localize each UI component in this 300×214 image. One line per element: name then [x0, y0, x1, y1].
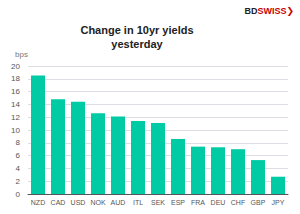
svg-text:10: 10	[11, 126, 20, 135]
svg-text:FRA: FRA	[191, 199, 205, 206]
svg-text:NOK: NOK	[90, 199, 106, 206]
svg-text:DEU: DEU	[211, 199, 226, 206]
svg-text:SWISS: SWISS	[257, 6, 286, 16]
svg-text:❯: ❯	[286, 6, 294, 17]
svg-text:Change in 10yr yields: Change in 10yr yields	[80, 24, 193, 36]
svg-text:AUD: AUD	[111, 199, 126, 206]
svg-text:CHF: CHF	[231, 199, 245, 206]
svg-text:ESP: ESP	[171, 199, 185, 206]
svg-text:0: 0	[16, 190, 21, 199]
svg-text:4: 4	[16, 164, 21, 173]
svg-text:ITL: ITL	[133, 199, 143, 206]
svg-text:6: 6	[16, 151, 21, 160]
svg-text:2: 2	[16, 177, 21, 186]
svg-text:CAD: CAD	[51, 199, 66, 206]
svg-text:8: 8	[16, 138, 21, 147]
svg-text:BD: BD	[244, 6, 257, 16]
svg-text:bps: bps	[15, 50, 28, 59]
svg-text:NZD: NZD	[31, 199, 45, 206]
svg-text:18: 18	[11, 74, 20, 83]
svg-text:JPY: JPY	[272, 199, 285, 206]
svg-text:SEK: SEK	[151, 199, 165, 206]
svg-text:20: 20	[11, 62, 20, 71]
svg-text:GBP: GBP	[251, 199, 266, 206]
svg-text:USD: USD	[71, 199, 86, 206]
svg-text:yesterday: yesterday	[111, 38, 163, 50]
svg-text:16: 16	[11, 87, 20, 96]
svg-text:14: 14	[11, 100, 20, 109]
svg-text:12: 12	[11, 113, 20, 122]
